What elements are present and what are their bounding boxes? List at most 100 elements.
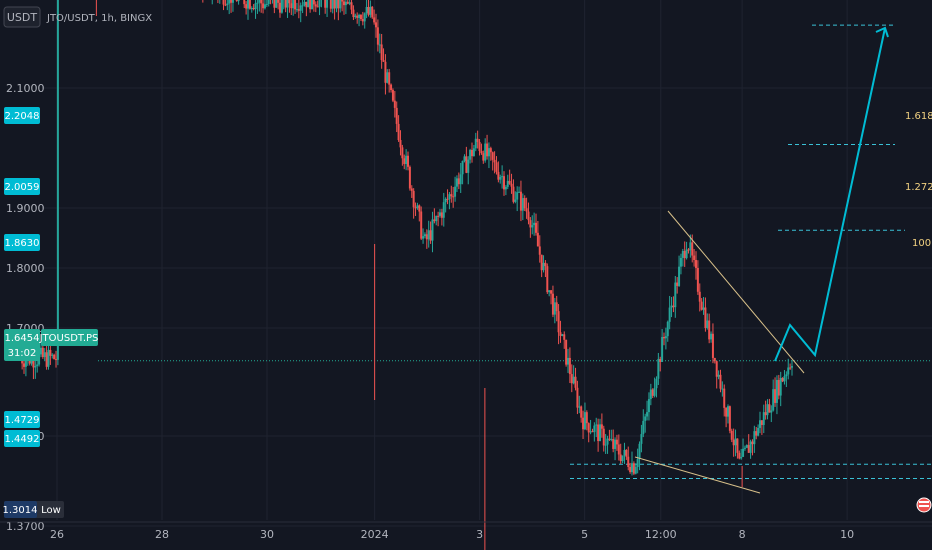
candle-body [284,0,287,8]
candle-body [681,250,684,258]
x-tick-label: 12:00 [645,528,677,541]
candle-body [734,438,737,446]
fib-label-100: 100 [912,238,931,249]
candle-body [631,463,634,473]
candle-body [546,266,549,293]
candle-body [582,417,585,430]
candle-body [365,7,368,14]
candle-body [47,349,50,367]
candle-body [523,198,526,209]
x-tick-label: 30 [260,528,274,541]
candle-body [463,156,466,161]
candle-body [491,152,494,160]
x-tick-label: 26 [50,528,64,541]
candle-body [691,242,694,256]
candle-body [375,22,378,28]
us-flag-icon[interactable] [916,497,932,513]
candle-body [578,406,581,408]
candle-body [689,242,692,251]
candle-body [51,354,54,356]
currency-button-box[interactable] [3,6,41,28]
candle-body [280,0,283,13]
candle-body [452,196,455,198]
candle-body [292,0,295,9]
candle-body [303,1,306,6]
candle-body [759,420,762,428]
candle-body [34,365,37,368]
candle-body [683,250,686,259]
candle-body [702,307,705,310]
badge-text-1-4729: 1.4729 [5,415,40,426]
candle-body [448,194,451,200]
candle-body [615,439,618,445]
candle-body [472,148,475,157]
candle-body [602,428,605,446]
candle-body [779,377,782,396]
candle-body [781,377,784,382]
candle-body [604,444,607,446]
candle-body [708,320,711,340]
candle-body [324,0,327,8]
candle-body [418,205,421,212]
badge-2-2048: 2.2048 [4,107,40,124]
candle-body [518,191,521,193]
candle-body [548,290,551,293]
candle-body [614,439,617,449]
candle-body [647,399,650,413]
candle-body [442,202,445,218]
candle-body [536,232,539,247]
candle-body [41,347,44,358]
candle-body [295,9,298,11]
candle-body [510,183,513,187]
candle-body [440,212,443,218]
candle-body [745,445,748,448]
y-tick-label: 1.9000 [6,202,45,215]
badge-1-4729: 1.4729 [4,411,40,428]
candle-body [506,180,509,187]
candle-body [486,143,489,157]
symbol-text: JTOUSDT.PS [39,333,99,344]
candle-body [226,3,229,5]
candle-body [267,0,270,5]
candle-body [599,424,602,442]
candle-body [527,211,530,221]
candle-body [245,4,248,9]
candle-body [439,212,442,216]
candle-body [516,192,519,200]
candle-body [343,1,346,6]
candle-body [762,412,765,425]
candle-body [608,438,611,440]
candle-body [423,234,426,237]
candle-body [600,424,603,429]
candle-body [373,17,376,23]
candle-body [410,188,413,191]
candle-body [497,171,500,180]
currency-button[interactable]: USDT [3,6,41,28]
candle-body [623,449,626,456]
candle-body [43,352,46,358]
candle-body [535,222,538,233]
candle-body [751,441,754,445]
candle-body [606,438,609,445]
candle-body [551,293,554,315]
candle-body [228,0,231,4]
candle-body [597,424,600,442]
candle-body [698,291,701,302]
candle-body [760,420,763,425]
candle-body [471,149,474,157]
candle-body [53,354,56,360]
candle-body [640,434,643,444]
candle-body [476,138,479,142]
candle-body [725,407,728,417]
candle-body [254,3,257,10]
y-tick-label: 1.8000 [6,262,45,275]
candle-body [224,4,227,6]
candle-body [420,211,423,239]
candle-body [356,15,359,18]
candle-body [265,4,268,6]
candle-body [230,0,233,3]
candle-body [433,219,436,222]
candle-body [632,463,635,474]
